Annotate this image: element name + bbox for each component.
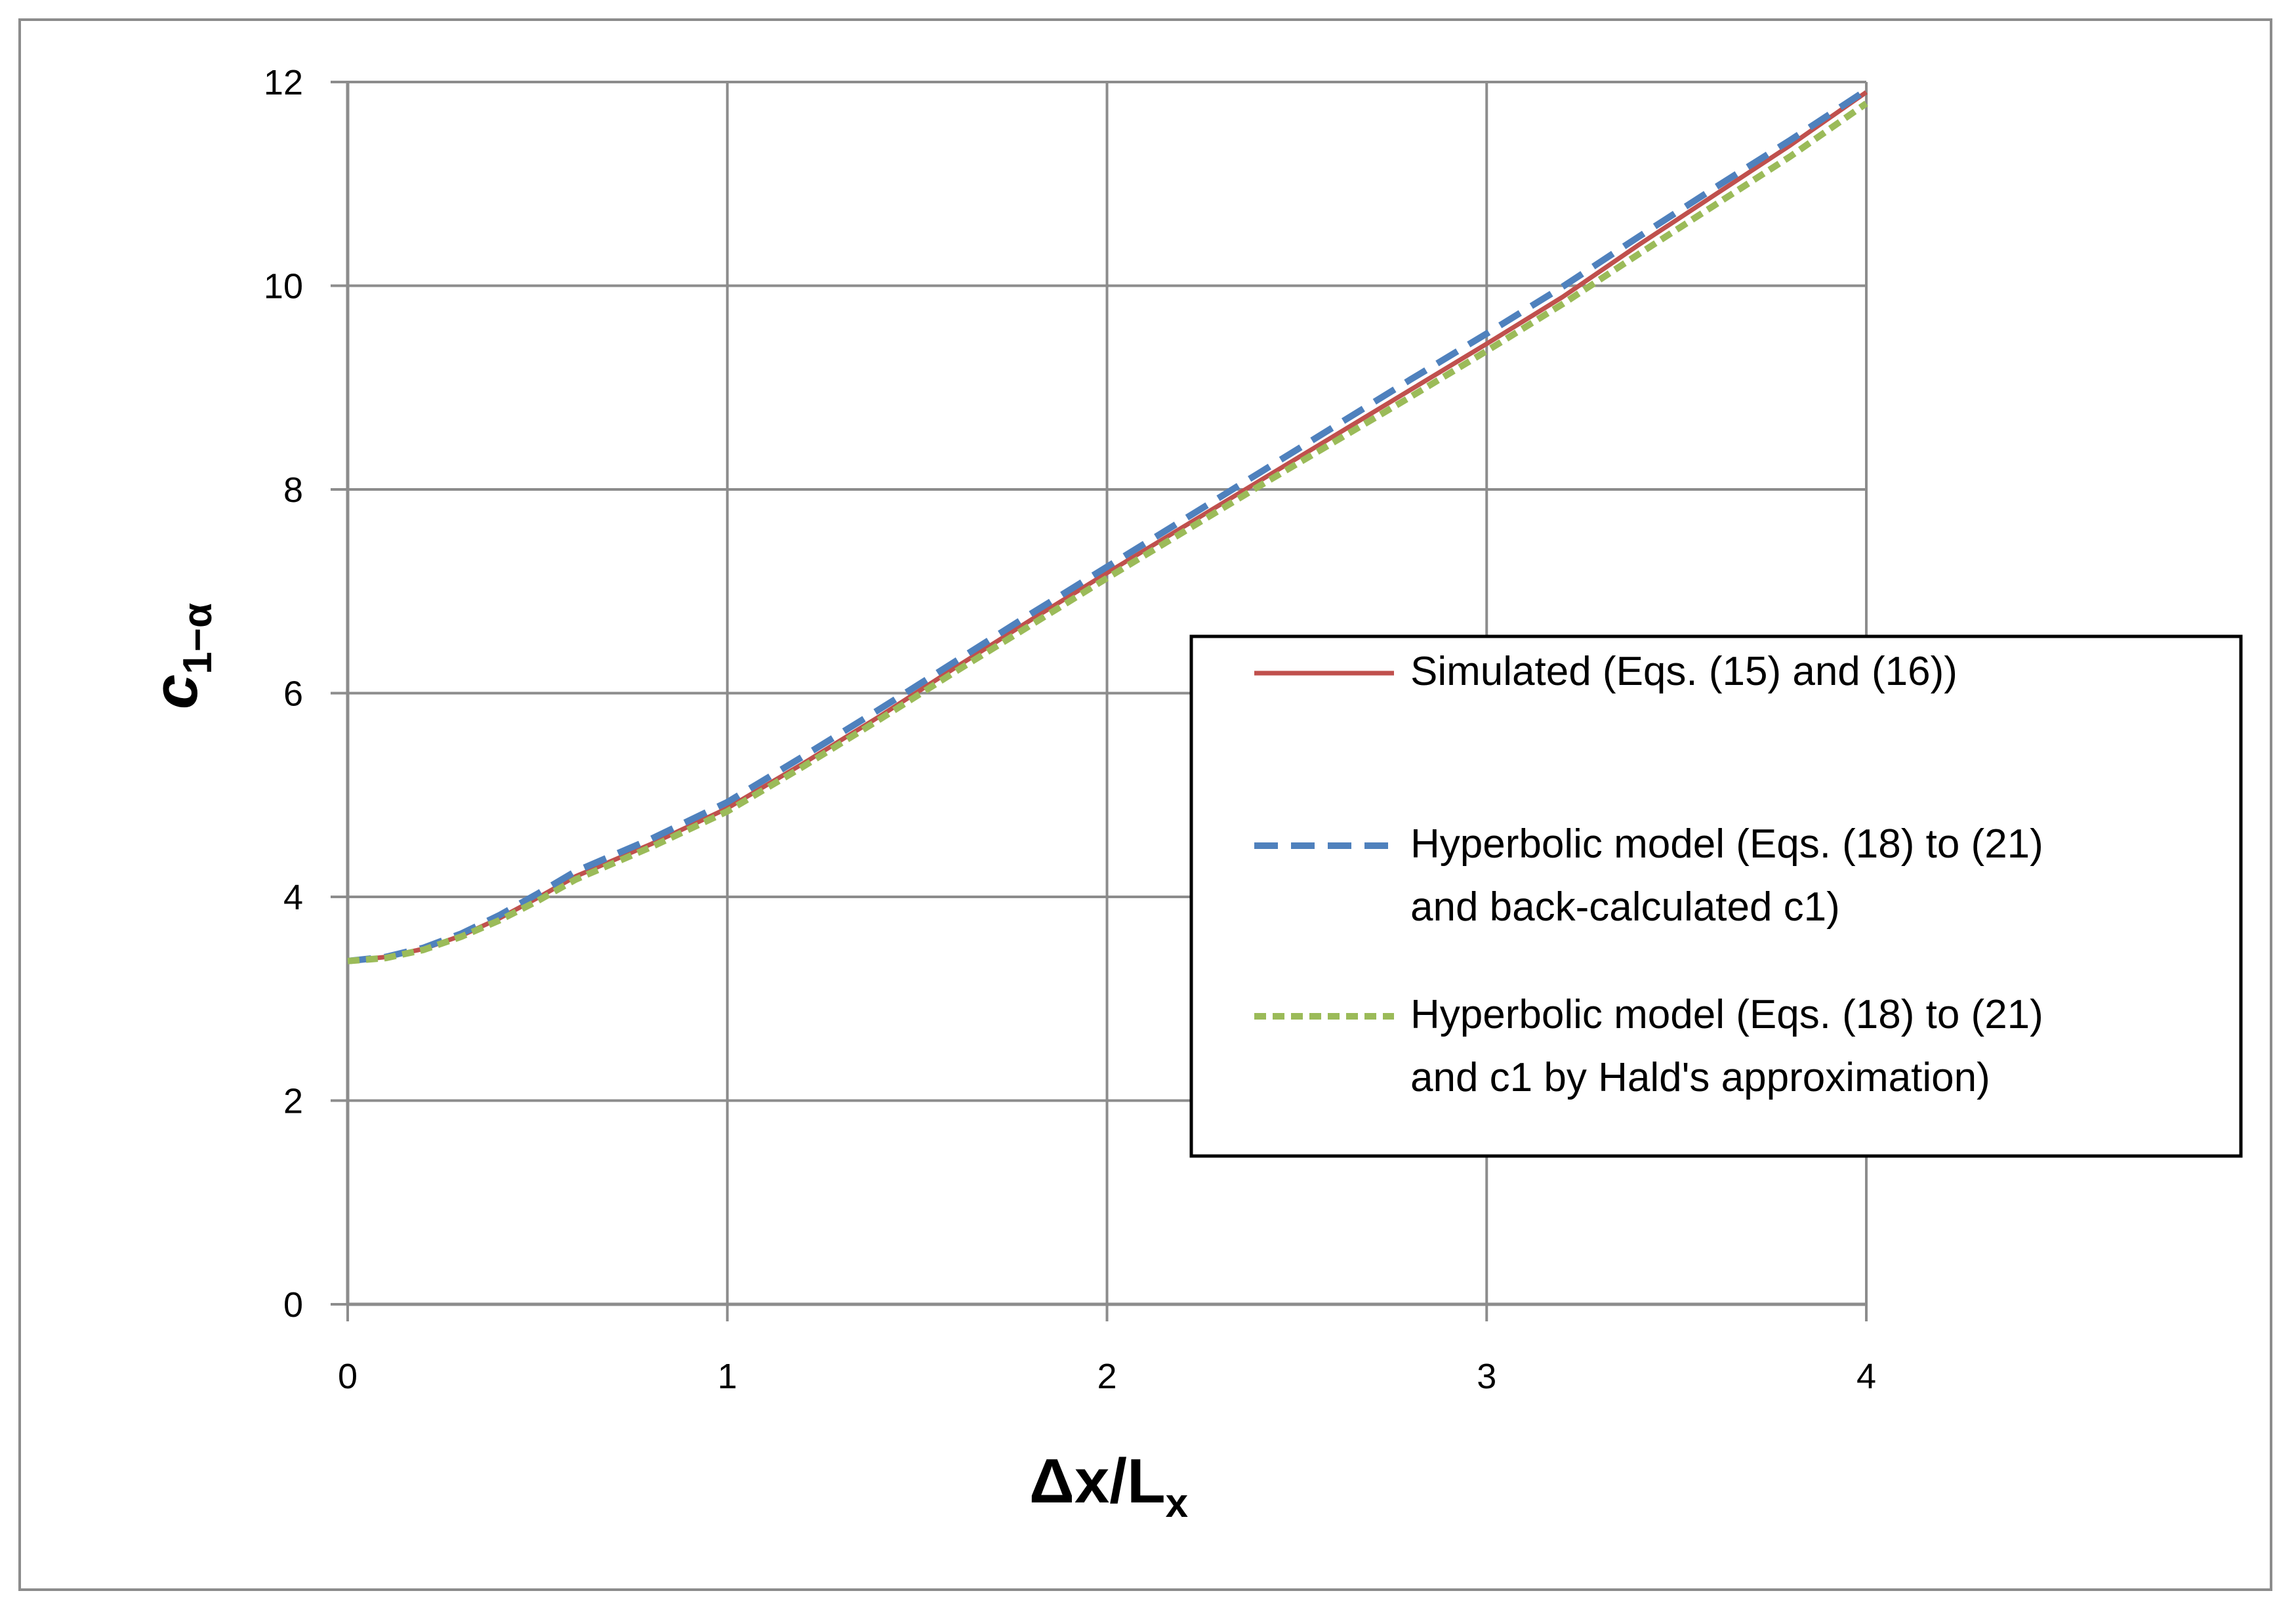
series-line-3	[347, 100, 1868, 964]
x-tick-label: 4	[1856, 1357, 1876, 1396]
y-tick-label: 2	[283, 1082, 303, 1121]
y-tick-label: 6	[283, 674, 303, 714]
y-axis-title-sub: 1−α	[175, 603, 220, 674]
x-axis-title-main: Δx/L	[1029, 1446, 1166, 1516]
series-line-2	[347, 87, 1868, 964]
x-axis-title: Δx/Lx	[1029, 1446, 1189, 1526]
y-axis-title-main: c	[140, 674, 211, 709]
legend-label-3: Hyperbolic model (Eqs. (18) to (21) and c…	[1410, 992, 2043, 1100]
legend-label-2: Hyperbolic model (Eqs. (18) to (21) and b…	[1410, 821, 2043, 930]
y-tick-label: 0	[283, 1285, 303, 1325]
series-lines	[347, 87, 1868, 964]
y-tick-label: 8	[283, 470, 303, 510]
y-tick-label: 10	[264, 267, 303, 306]
x-tick-label: 2	[1097, 1357, 1117, 1396]
y-axis-title: c1−α	[140, 603, 220, 709]
x-tick-label: 3	[1477, 1357, 1496, 1396]
x-axis-title-sub: x	[1166, 1481, 1189, 1526]
y-tick-label: 12	[264, 63, 303, 102]
legend: Simulated (Eqs. (15) and (16)) Hyperbolic…	[1189, 634, 2243, 1158]
axes	[331, 81, 1868, 1321]
legend-label-1: Simulated (Eqs. (15) and (16))	[1410, 649, 1958, 694]
x-tick-label: 1	[718, 1357, 737, 1396]
x-tick-label: 0	[338, 1357, 358, 1396]
legend-box	[1189, 634, 2243, 1158]
y-tick-label: 4	[283, 878, 303, 917]
